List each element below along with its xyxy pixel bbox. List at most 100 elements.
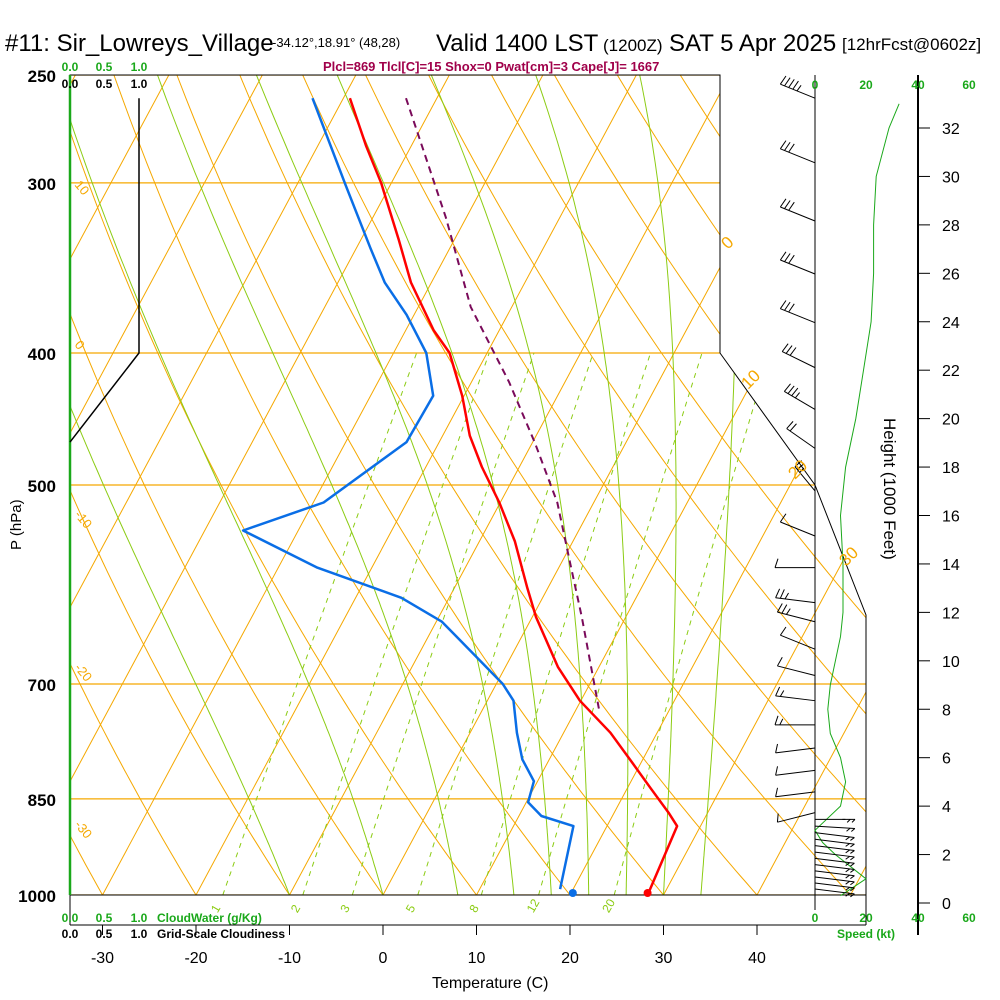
wind-barb-shaft	[814, 870, 855, 877]
wind-barb	[783, 383, 816, 410]
wind-barb-flag	[775, 588, 781, 598]
axes: 1 2 3 5 8 12 20100-10-20-300102030024681012141…	[18, 60, 976, 967]
wind-barb	[775, 787, 816, 798]
wind-barb-flag	[788, 143, 795, 153]
x-tick-label: 30	[655, 950, 673, 967]
wind-barb-flag	[850, 843, 855, 848]
wind-barb	[814, 825, 856, 832]
wind-barb-flag	[850, 856, 855, 861]
wind-barb-flag	[781, 343, 789, 352]
mixing-ratio-line	[480, 352, 651, 895]
wind-barb	[779, 251, 816, 275]
wind-barb-shaft	[775, 747, 816, 754]
wind-barb-shaft	[814, 825, 855, 830]
wind-barb-shaft	[780, 206, 816, 222]
wind-barb-flag	[851, 828, 856, 832]
wind-barb-flag	[775, 743, 779, 754]
wind-barb-flag	[845, 855, 850, 860]
wind-barb	[779, 513, 816, 537]
wind-barb	[814, 870, 855, 880]
x-axis-label: Temperature (C)	[432, 975, 548, 992]
wind-panel	[774, 75, 930, 935]
y-tick-label: 1000	[18, 887, 56, 906]
wind-barb-shaft	[775, 769, 816, 776]
mixing-ratio-label: 3	[337, 902, 353, 915]
wind-barb	[779, 198, 816, 222]
wind-barb-flag	[799, 467, 805, 473]
wind-barb-flag	[845, 880, 850, 885]
wind-barb	[814, 845, 855, 854]
cloudiness-tick-top: 0.5	[96, 77, 113, 91]
wind-barb-flag	[850, 893, 855, 898]
wind-barb-shaft	[814, 838, 855, 845]
valid-date: SAT 5 Apr 2025	[669, 30, 836, 57]
wind-barb-shaft	[775, 695, 816, 702]
height-tick-label: 2	[942, 848, 951, 865]
height-tick-label: 6	[942, 751, 951, 768]
wind-barb-flag	[784, 141, 791, 151]
mixing-ratio-line	[222, 352, 418, 895]
height-tick-label: 28	[942, 218, 960, 235]
speed-tick-top: 40	[911, 78, 925, 92]
utc-time: (1200Z)	[603, 36, 663, 55]
wind-barb-flag	[774, 715, 779, 725]
wind-barb-flag	[775, 686, 781, 697]
station-coords: -34.12°,18.91° (48,28)	[272, 35, 400, 50]
isotherm-line	[741, 75, 866, 895]
dry-adiabat	[291, 75, 866, 895]
wind-barb	[814, 851, 855, 861]
wind-barb-flag	[850, 837, 855, 841]
wind-barb-shaft	[777, 611, 816, 623]
height-tick-label: 26	[942, 266, 960, 283]
wind-barb-flag	[845, 892, 850, 897]
sounding-indices: Plcl=869 Tlcl[C]=15 Shox=0 Pwat[cm]=3 Ca…	[323, 59, 659, 74]
cloudiness-tick-bottom: 0.0	[62, 927, 79, 941]
temperature-line	[348, 97, 679, 896]
wind-barb	[779, 300, 816, 324]
wind-barb	[776, 657, 816, 676]
wind-barb	[774, 715, 815, 726]
y-axis-label: P (hPa)	[8, 499, 25, 550]
cloud-water-tick-bottom: 0.0	[62, 911, 79, 925]
isotherm-label: 10	[72, 177, 93, 198]
dry-adiabat	[105, 75, 594, 895]
plot-border	[69, 74, 867, 896]
wind-barb	[775, 686, 816, 702]
dry-adiabat	[416, 75, 866, 895]
moist-adiabat	[420, 75, 590, 895]
moist-adiabat	[70, 75, 290, 895]
grid-scale-cloudiness-line	[69, 98, 140, 443]
wind-barb-flag	[779, 626, 787, 636]
wind-barb	[814, 857, 855, 867]
dry-adiabat	[70, 75, 215, 895]
wind-barb-flag	[789, 347, 797, 356]
cloud-water-tick-top: 0.0	[62, 60, 79, 74]
wind-barb-shaft	[780, 308, 816, 324]
wind-barb-flag	[850, 875, 855, 880]
wind-barb	[814, 876, 855, 886]
wind-barb-shaft	[814, 832, 855, 839]
wind-barb-flag	[791, 387, 799, 397]
wind-barb-flag	[784, 592, 789, 600]
parcel-trace-line	[405, 97, 600, 709]
mixing-ratio-label: 8	[466, 902, 482, 915]
cloudiness-tick-top: 1.0	[131, 77, 148, 91]
wind-barb-flag	[845, 886, 850, 891]
wind-barb-flag	[779, 140, 787, 150]
mixing-ratio-label: 20	[599, 896, 618, 915]
isotherm-line	[647, 75, 866, 895]
wind-barb-flag	[845, 843, 850, 847]
profiles	[69, 97, 679, 897]
height-tick-label: 16	[942, 509, 960, 526]
wind-barb	[775, 588, 816, 604]
wind-barb-flag	[776, 603, 783, 613]
wind-barb	[776, 603, 816, 623]
wind-barb-flag	[787, 385, 795, 394]
wind-barb-flag	[845, 849, 850, 854]
dry-adiabat	[70, 75, 499, 895]
speed-tick-top: 20	[859, 78, 873, 92]
wind-barb-flag	[788, 254, 795, 264]
wind-barb-flag	[779, 589, 785, 599]
wind-barb-shaft	[814, 857, 855, 864]
